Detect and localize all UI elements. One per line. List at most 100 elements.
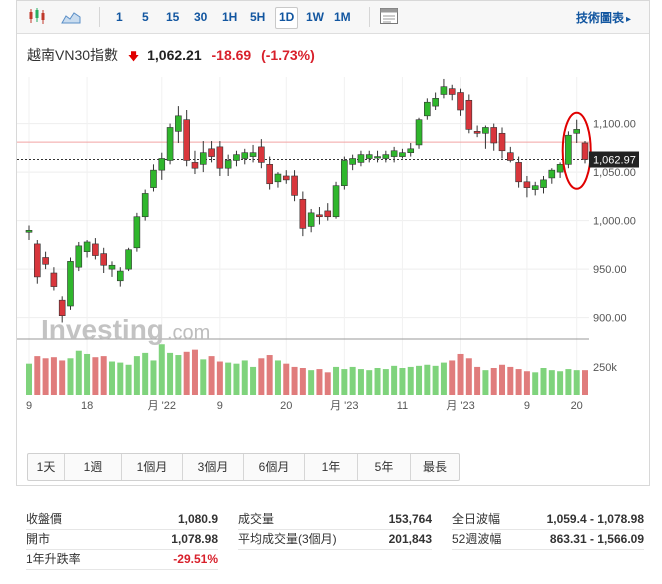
range-button-7[interactable]: 最長: [422, 460, 447, 474]
candle-down[interactable]: [258, 146, 265, 163]
candle-up[interactable]: [116, 270, 124, 282]
range-button-3[interactable]: 3個月: [183, 454, 244, 480]
candle-down[interactable]: [448, 88, 456, 95]
candle-down[interactable]: [92, 243, 99, 256]
range-button-5[interactable]: 1年: [305, 454, 358, 480]
candle-down[interactable]: [498, 132, 506, 152]
candle-up[interactable]: [158, 158, 166, 171]
candle-up[interactable]: [407, 148, 415, 153]
tech-chart-link[interactable]: 技術圖表 ▸: [575, 11, 631, 25]
candle-up[interactable]: [357, 154, 365, 163]
candle-up[interactable]: [125, 249, 132, 270]
candle-down[interactable]: [282, 175, 290, 181]
candle-down[interactable]: [473, 131, 481, 134]
range-button-0[interactable]: 1天: [28, 454, 65, 480]
range-button-4[interactable]: 6個月: [244, 454, 305, 480]
candle-up[interactable]: [224, 160, 232, 169]
timeframe-1h-button[interactable]: 1H: [222, 10, 238, 24]
candle-down[interactable]: [58, 299, 66, 317]
candle-down[interactable]: [208, 148, 215, 157]
candle-down[interactable]: [457, 92, 464, 111]
candle-up[interactable]: [199, 152, 207, 165]
candle-up[interactable]: [166, 127, 174, 161]
candle-up[interactable]: [332, 185, 340, 218]
candle-down[interactable]: [465, 99, 473, 130]
range-button-6[interactable]: 5年: [358, 454, 411, 480]
candle-down[interactable]: [191, 162, 199, 169]
volume-bar: [557, 371, 564, 395]
candle-up[interactable]: [390, 150, 398, 157]
timeframe-5-button[interactable]: 5: [142, 10, 149, 24]
candle-down[interactable]: [266, 164, 273, 185]
candle-up[interactable]: [482, 127, 489, 134]
candle-up[interactable]: [531, 185, 539, 190]
candle-down[interactable]: [50, 272, 58, 287]
timeframe-1w-button[interactable]: 1W: [306, 10, 324, 24]
timeframe-15-button[interactable]: 15: [166, 10, 180, 24]
candle-up[interactable]: [565, 134, 572, 165]
candle-up[interactable]: [349, 158, 356, 165]
stat-row: 平均成交量(3個月) 201,843: [238, 530, 432, 548]
grid-settings-icon[interactable]: [379, 7, 399, 25]
candle-down[interactable]: [33, 243, 41, 278]
candle-up[interactable]: [424, 101, 431, 117]
candle-down[interactable]: [183, 119, 190, 161]
range-button-1[interactable]: 1週: [65, 454, 122, 480]
candle-up[interactable]: [25, 230, 33, 233]
candle-down[interactable]: [316, 214, 323, 218]
candle-up[interactable]: [432, 98, 439, 107]
timeframe-1m-button[interactable]: 1M: [334, 10, 351, 24]
candle-up[interactable]: [67, 261, 74, 307]
candle-up[interactable]: [382, 154, 390, 159]
candle-up[interactable]: [141, 193, 149, 218]
candle-down[interactable]: [515, 162, 522, 183]
candle-up[interactable]: [540, 179, 547, 188]
volume-bar: [374, 368, 381, 395]
candle-down[interactable]: [299, 198, 307, 229]
timeframe-1-button[interactable]: 1: [116, 10, 123, 24]
candle-up[interactable]: [365, 154, 373, 159]
candle-up[interactable]: [249, 152, 257, 157]
candle-up[interactable]: [150, 169, 157, 188]
candle-up[interactable]: [133, 216, 141, 249]
candle-down[interactable]: [216, 146, 224, 169]
candle-up[interactable]: [573, 129, 581, 134]
candle-up[interactable]: [108, 264, 116, 270]
volume-bar: [291, 366, 298, 395]
candle-up[interactable]: [241, 152, 249, 159]
candle-down[interactable]: [507, 152, 514, 161]
volume-bar: [399, 368, 406, 395]
candlestick-chart[interactable]: 900.00 950.00 1,000.00 1,050.00 1,100.00 Inve…: [17, 71, 649, 411]
candle-down[interactable]: [291, 175, 298, 196]
candle-up[interactable]: [274, 173, 282, 183]
volume-bar: [75, 350, 82, 395]
candle-down[interactable]: [581, 142, 589, 160]
candle-up[interactable]: [399, 152, 406, 157]
candle-down[interactable]: [523, 181, 531, 188]
candle-up[interactable]: [556, 164, 564, 173]
candle-up[interactable]: [175, 115, 182, 132]
range-button-2[interactable]: 1個月: [122, 454, 183, 480]
candle-up[interactable]: [75, 245, 83, 268]
candlestick-chart-icon[interactable]: [27, 7, 47, 25]
timeframe-30-button[interactable]: 30: [194, 10, 208, 24]
price-change: -18.69: [211, 47, 252, 63]
candle-up[interactable]: [440, 86, 448, 95]
timeframe-5h-button[interactable]: 5H: [250, 10, 266, 24]
candle-up[interactable]: [83, 241, 91, 252]
candle-up[interactable]: [307, 212, 315, 227]
volume-bar: [274, 360, 281, 395]
area-chart-icon[interactable]: [61, 7, 81, 25]
candle-up[interactable]: [415, 119, 423, 146]
candle-up[interactable]: [233, 154, 240, 161]
stat-row: 成交量 153,764: [238, 510, 432, 528]
candle-up[interactable]: [548, 169, 556, 179]
candle-up[interactable]: [374, 156, 381, 159]
candle-down[interactable]: [42, 257, 49, 265]
candle-down[interactable]: [490, 127, 498, 144]
timeframe-1d-button[interactable]: 1D: [275, 7, 299, 29]
candle-up[interactable]: [341, 160, 348, 186]
candle-down[interactable]: [100, 253, 107, 266]
volume-bar: [324, 372, 331, 395]
candle-down[interactable]: [324, 210, 332, 218]
